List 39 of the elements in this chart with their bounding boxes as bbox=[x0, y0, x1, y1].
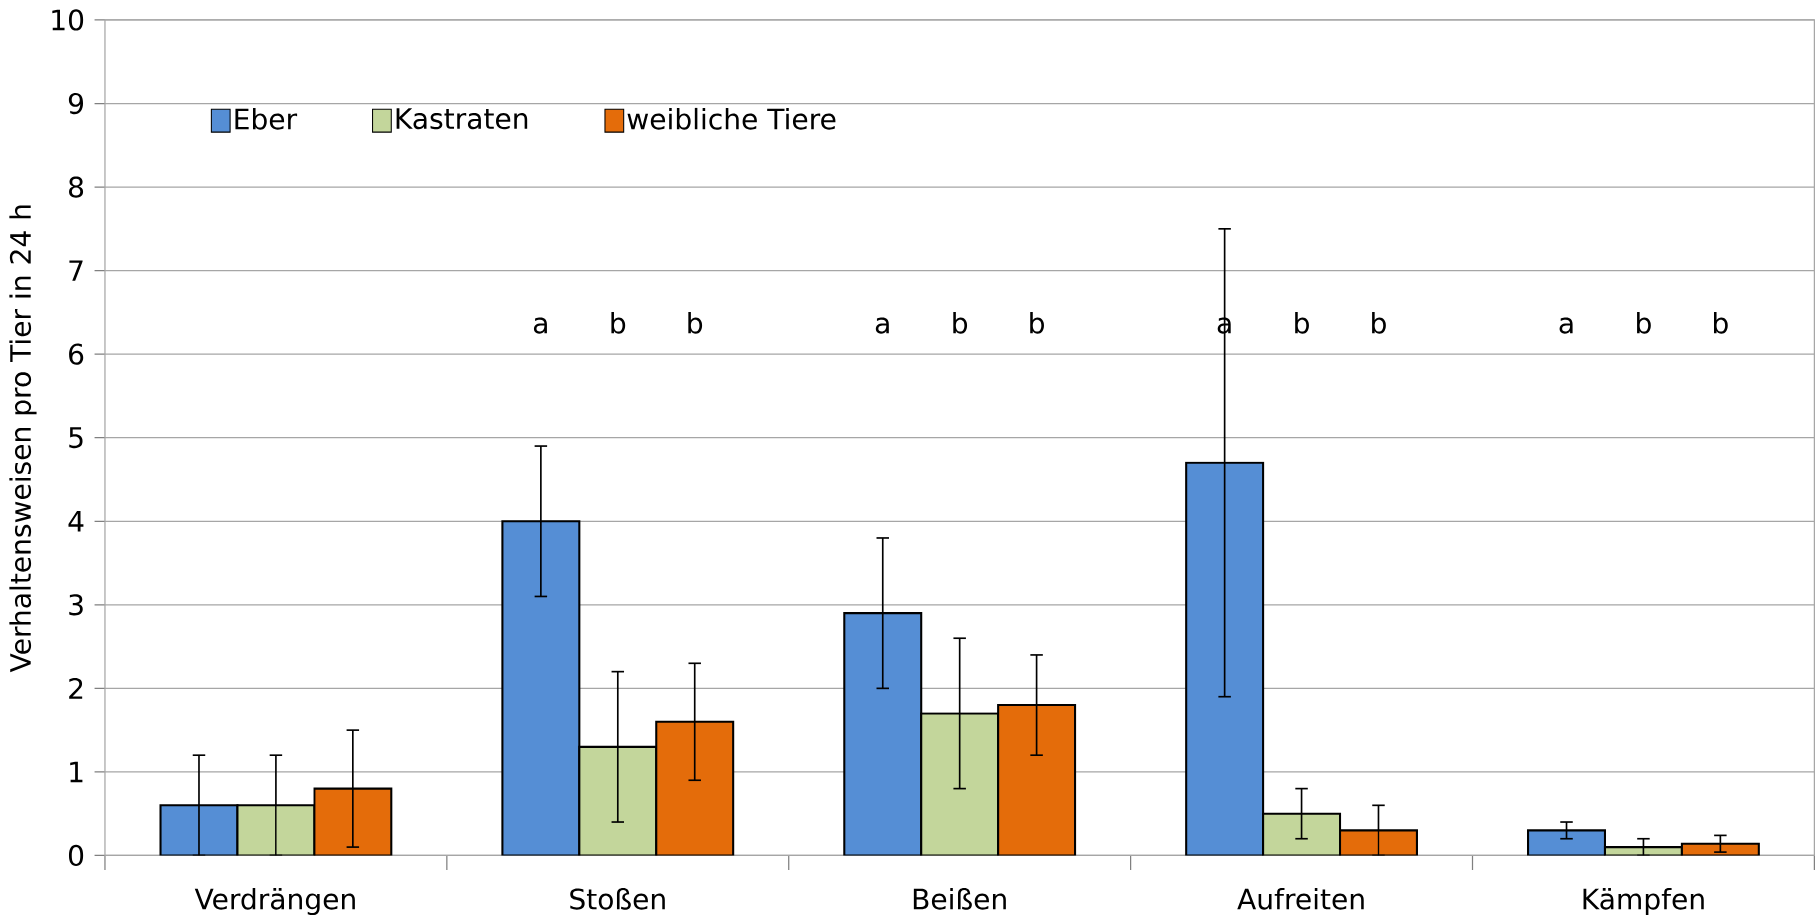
y-tick-label: 5 bbox=[69, 427, 83, 448]
x-tick-label: Stoßen bbox=[570, 887, 665, 910]
y-tick-label: 0 bbox=[68, 844, 84, 866]
bar bbox=[997, 703, 1077, 856]
bar bbox=[501, 520, 581, 856]
annotation: b bbox=[688, 311, 703, 334]
x-tick-label: Beißen bbox=[913, 887, 1006, 910]
bar bbox=[1527, 829, 1607, 856]
annotation: a bbox=[875, 317, 889, 334]
legend-label: Kastraten bbox=[396, 108, 528, 129]
x-tick-label: Aufreiten bbox=[1237, 887, 1364, 910]
annotation: a bbox=[1559, 317, 1573, 334]
x-tick-label: Verdrängen bbox=[194, 887, 355, 915]
bar bbox=[655, 720, 735, 856]
bar bbox=[1603, 845, 1683, 856]
annotation: b bbox=[1637, 311, 1651, 334]
annotation: b bbox=[1372, 311, 1386, 334]
annotation: b bbox=[1714, 311, 1728, 334]
annotation: b bbox=[1295, 311, 1309, 334]
x-tick-label: Kämpfen bbox=[1583, 887, 1704, 915]
y-tick-label: 1 bbox=[70, 761, 83, 782]
y-tick-label: 6 bbox=[69, 343, 84, 365]
y-tick-label: 2 bbox=[69, 677, 83, 699]
annotation: b bbox=[1030, 311, 1044, 334]
annotation: b bbox=[611, 311, 626, 334]
bar bbox=[1263, 813, 1341, 856]
legend-label: Eber bbox=[235, 107, 298, 130]
legend-label: weibliche Tiere bbox=[627, 107, 836, 130]
bar bbox=[1680, 842, 1760, 856]
y-tick-label: 4 bbox=[68, 510, 84, 532]
y-tick-label: 3 bbox=[69, 593, 83, 616]
y-tick-label: 8 bbox=[69, 176, 84, 198]
bar bbox=[843, 611, 923, 856]
y-tick-label: 7 bbox=[69, 260, 83, 281]
y-axis-title: Verhaltensweisen pro Tier in 24 h bbox=[9, 205, 37, 672]
y-tick-label: 9 bbox=[68, 92, 84, 114]
y-tick-label: 10 bbox=[52, 9, 84, 31]
annotation: a bbox=[533, 317, 547, 334]
annotation: b bbox=[953, 311, 968, 334]
